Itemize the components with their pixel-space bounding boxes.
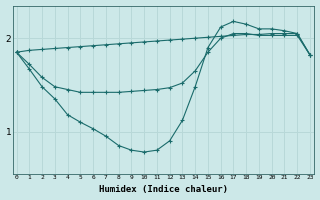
- X-axis label: Humidex (Indice chaleur): Humidex (Indice chaleur): [99, 185, 228, 194]
